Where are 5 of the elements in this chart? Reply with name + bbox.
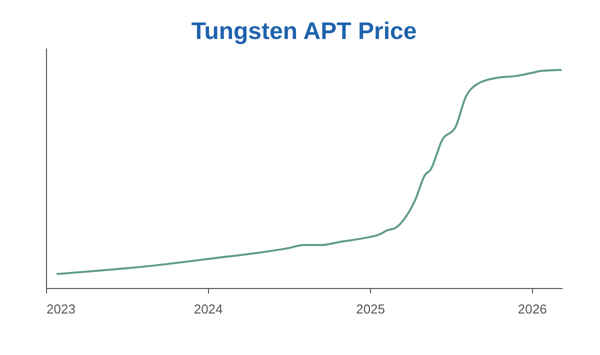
chart-title: Tungsten APT Price (191, 18, 417, 45)
x-tick-label: 2025 (356, 302, 386, 316)
x-tick-label: 2023 (46, 302, 76, 316)
x-tick-label: 2026 (518, 302, 547, 316)
x-tick-label: 2024 (194, 302, 223, 316)
